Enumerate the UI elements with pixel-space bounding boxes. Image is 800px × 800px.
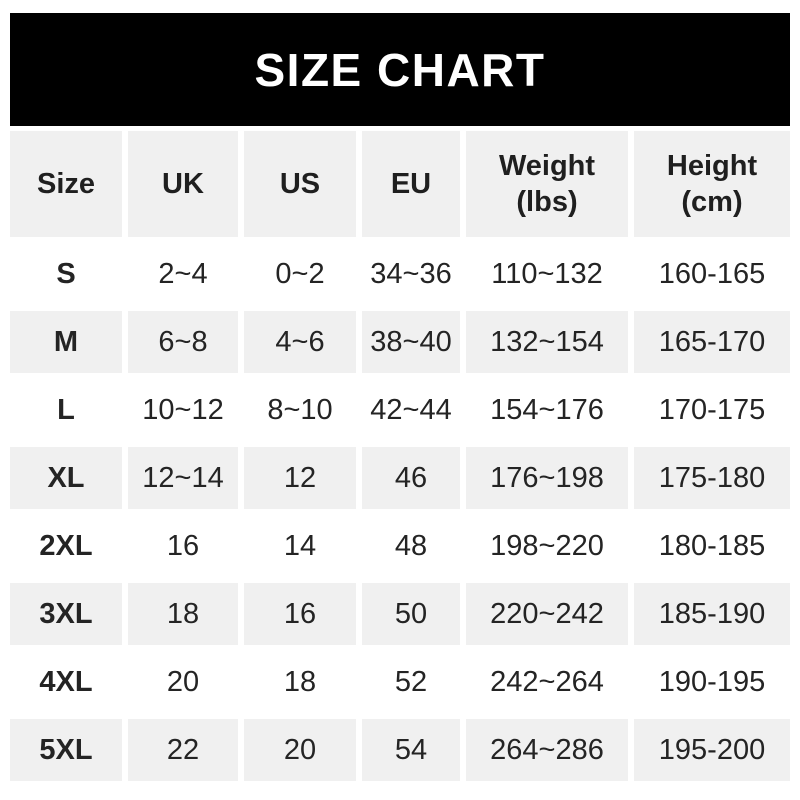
page-title: SIZE CHART bbox=[254, 43, 546, 96]
table-cell: 175-180 bbox=[634, 447, 790, 509]
table-cell: 110~132 bbox=[491, 257, 603, 290]
table-cell: 195-200 bbox=[634, 719, 790, 781]
table-cell: 220~242 bbox=[466, 583, 628, 645]
size-label-cell: 5XL bbox=[10, 719, 122, 781]
size-chart-banner: SIZE CHART bbox=[10, 13, 790, 126]
header-cell-eu: EU bbox=[362, 131, 460, 237]
header-cell-weight: Weight (lbs) bbox=[466, 131, 628, 237]
table-cell: 8~10 bbox=[267, 393, 333, 426]
table-cell: 165-170 bbox=[634, 311, 790, 373]
table-cell: 20 bbox=[244, 719, 356, 781]
header-cell-uk: UK bbox=[128, 131, 238, 237]
table-cell: 52 bbox=[394, 665, 428, 698]
table-cell: 20 bbox=[166, 665, 200, 698]
table-cell: 48 bbox=[394, 529, 428, 562]
size-label-cell: L bbox=[57, 393, 75, 426]
size-label-cell: 3XL bbox=[10, 583, 122, 645]
table-cell: 170-175 bbox=[658, 393, 766, 426]
table-cell: 190-195 bbox=[658, 665, 766, 698]
size-label-cell: XL bbox=[10, 447, 122, 509]
table-cell: 2~4 bbox=[158, 257, 208, 290]
size-label-cell: S bbox=[56, 257, 76, 290]
table-cell: 16 bbox=[244, 583, 356, 645]
size-label-cell: 4XL bbox=[39, 665, 93, 698]
table-cell: 34~36 bbox=[370, 257, 452, 290]
table-cell: 16 bbox=[166, 529, 200, 562]
table-cell: 264~286 bbox=[466, 719, 628, 781]
table-cell: 42~44 bbox=[370, 393, 452, 426]
table-cell: 185-190 bbox=[634, 583, 790, 645]
table-cell: 10~12 bbox=[142, 393, 224, 426]
table-cell: 154~176 bbox=[490, 393, 604, 426]
size-label-cell: M bbox=[10, 311, 122, 373]
table-cell: 22 bbox=[128, 719, 238, 781]
table-cell: 0~2 bbox=[275, 257, 325, 290]
header-cell-height: Height (cm) bbox=[634, 131, 790, 237]
table-cell: 54 bbox=[362, 719, 460, 781]
table-cell: 160-165 bbox=[658, 257, 766, 290]
size-label-cell: 2XL bbox=[39, 529, 93, 562]
table-cell: 176~198 bbox=[466, 447, 628, 509]
table-cell: 50 bbox=[362, 583, 460, 645]
header-cell-us: US bbox=[244, 131, 356, 237]
table-cell: 14 bbox=[283, 529, 317, 562]
table-cell: 12~14 bbox=[128, 447, 238, 509]
table-cell: 38~40 bbox=[362, 311, 460, 373]
table-cell: 46 bbox=[362, 447, 460, 509]
table-cell: 6~8 bbox=[128, 311, 238, 373]
table-cell: 18 bbox=[128, 583, 238, 645]
table-cell: 12 bbox=[244, 447, 356, 509]
table-cell: 4~6 bbox=[244, 311, 356, 373]
table-cell: 18 bbox=[283, 665, 317, 698]
table-cell: 242~264 bbox=[490, 665, 604, 698]
size-table: Size UK US EU Weight (lbs) Height (cm) S… bbox=[10, 131, 790, 781]
header-cell-size: Size bbox=[10, 131, 122, 237]
table-cell: 132~154 bbox=[466, 311, 628, 373]
table-cell: 180-185 bbox=[658, 529, 766, 562]
table-cell: 198~220 bbox=[490, 529, 604, 562]
